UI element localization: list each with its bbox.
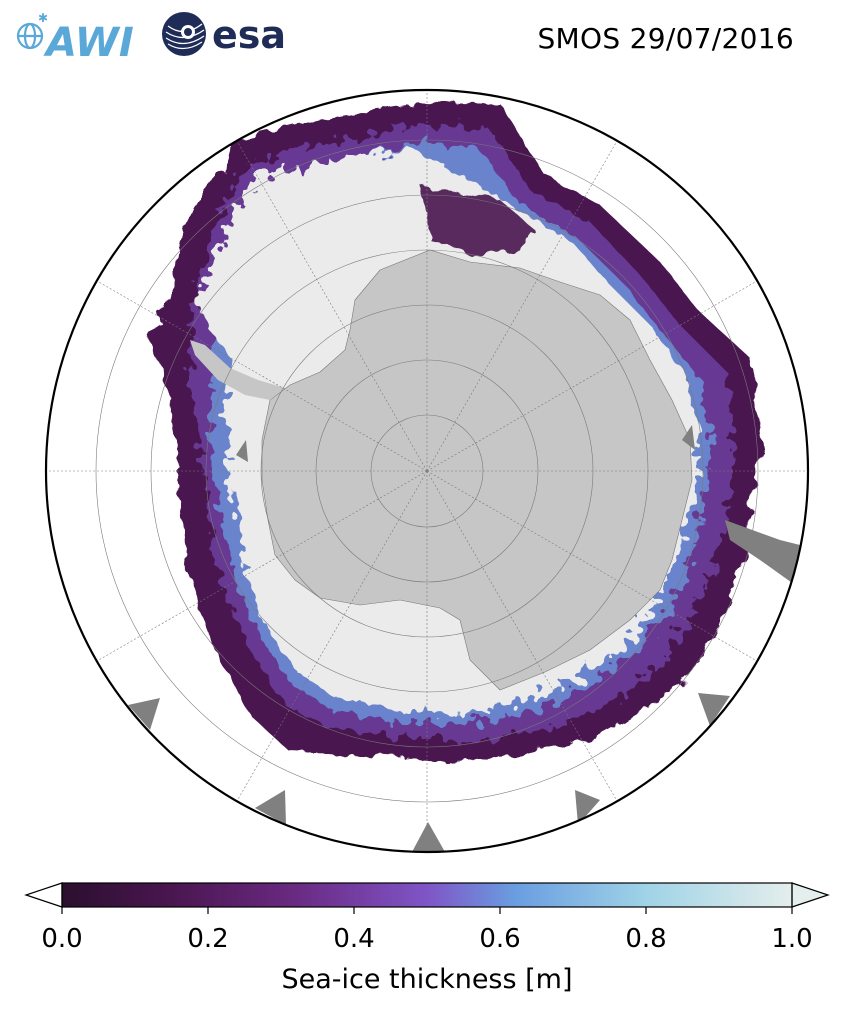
colorbar-tick-label: 1.0: [771, 924, 813, 954]
meridians: [46, 90, 808, 852]
awi-logo: ✱ AWI: [8, 8, 148, 66]
antarctic-peninsula: [190, 340, 285, 400]
globe-icon: [16, 22, 44, 50]
esa-logo: esa: [158, 8, 308, 60]
colorbar-label: Sea-ice thickness [m]: [281, 964, 573, 995]
product-date-title: SMOS 29/07/2016: [537, 22, 794, 55]
colorbar-tick-label: 0.8: [625, 924, 667, 954]
awi-logo-text: AWI: [43, 20, 134, 60]
colorbar-gradient: [62, 883, 792, 907]
esa-logo-text: esa: [212, 13, 286, 57]
colorbar-tick-label: 0.6: [479, 924, 521, 954]
colorbar: [24, 882, 830, 914]
map-frame: [44, 88, 810, 854]
colorbar-high-extend: [791, 882, 830, 908]
star-icon: ✱: [38, 11, 48, 25]
colorbar-tick-label: 0.4: [333, 924, 375, 954]
map-disk: [46, 90, 808, 852]
colorbar-low-extend: [24, 882, 63, 908]
colorbar-tick-label: 0.2: [187, 924, 229, 954]
antarctica-land: [261, 249, 693, 691]
colorbar-ticks: [61, 907, 793, 914]
esa-emblem-icon: [162, 12, 206, 56]
other-landmasses: [128, 425, 800, 852]
weddell-thin-patch: [420, 185, 535, 255]
colorbar-tick-label: 0.0: [41, 924, 83, 954]
